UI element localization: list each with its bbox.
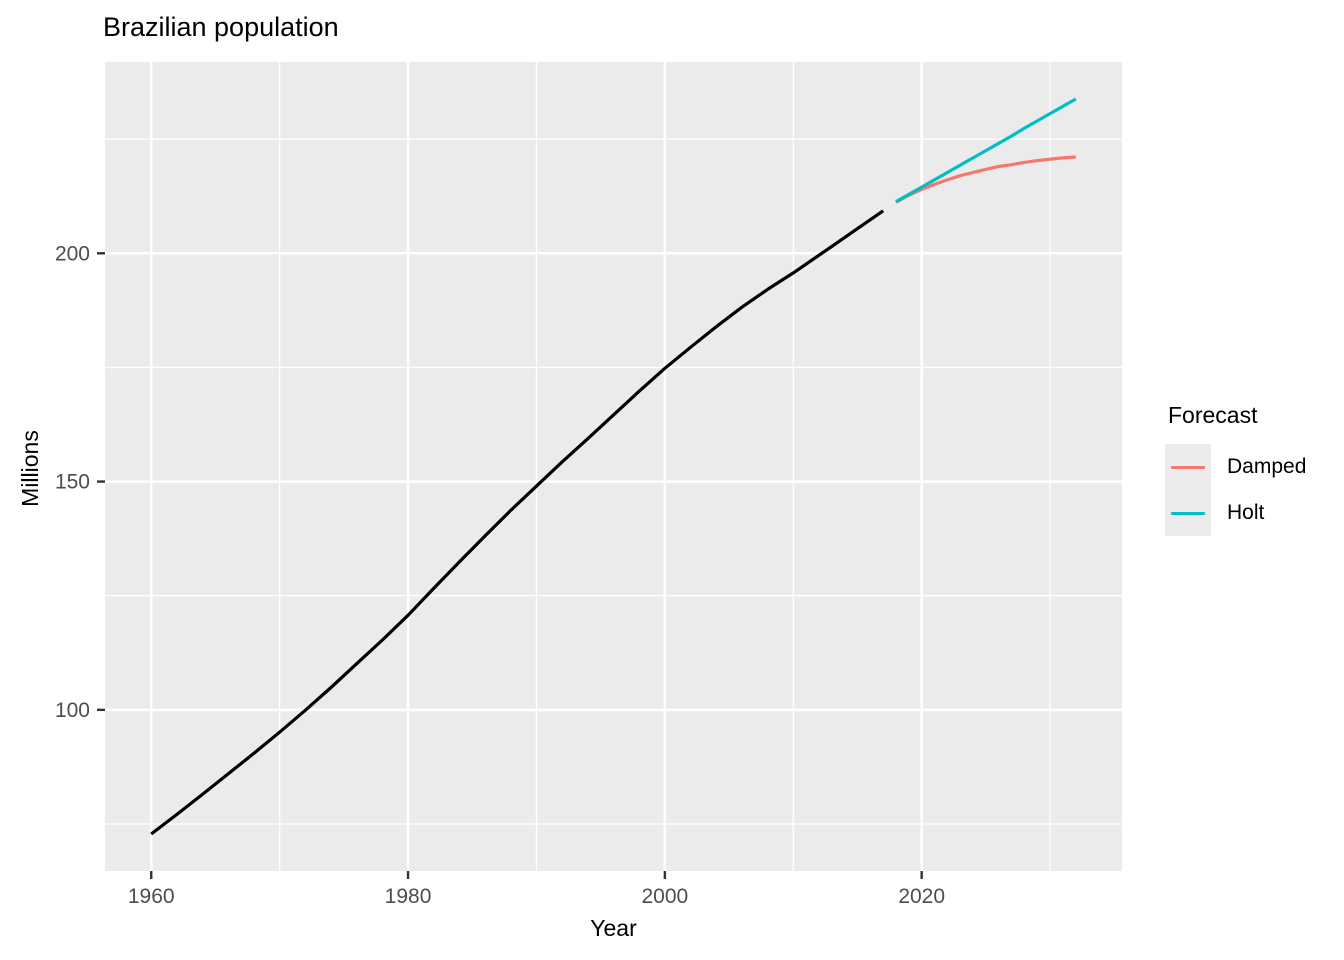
series-line-holt: [895, 97, 1077, 204]
y-axis-tick-labels: 100 150 200: [55, 242, 90, 722]
holt-line-swatch-icon: [1171, 511, 1205, 515]
legend-label-holt: Holt: [1227, 501, 1265, 524]
series-line-damped: [895, 155, 1076, 204]
x-tick-label-1960: 1960: [128, 885, 175, 908]
plot-title: Brazilian population: [103, 12, 339, 42]
x-axis-tick-labels: 1960 1980 2000 2020: [128, 885, 945, 908]
y-tick-label-200: 200: [55, 242, 90, 265]
legend-key-damped: [1165, 444, 1211, 490]
legend-items: Damped Holt: [1165, 444, 1306, 536]
damped-line-swatch-icon: [1171, 465, 1205, 469]
series-line-historical-data: [150, 209, 885, 836]
legend-label-damped: Damped: [1227, 455, 1307, 478]
x-tick-label-2020: 2020: [898, 885, 945, 908]
y-axis-title: Millions: [17, 430, 43, 507]
minor-gridlines: [105, 62, 1122, 871]
legend-title: Forecast: [1168, 402, 1258, 428]
legend-item-damped: Damped: [1165, 444, 1306, 490]
y-tick-label-150: 150: [55, 471, 90, 494]
series-lines: [150, 97, 1077, 836]
y-tick-label-100: 100: [55, 699, 90, 722]
major-gridlines: [105, 62, 1122, 871]
x-tick-label-2000: 2000: [642, 885, 689, 908]
legend: Forecast Damped Holt: [1165, 402, 1306, 536]
x-tick-label-1980: 1980: [385, 885, 432, 908]
legend-item-holt: Holt: [1165, 490, 1306, 536]
axis-tick-marks: [97, 252, 923, 879]
legend-key-holt: [1165, 490, 1211, 536]
x-axis-title: Year: [590, 915, 637, 941]
